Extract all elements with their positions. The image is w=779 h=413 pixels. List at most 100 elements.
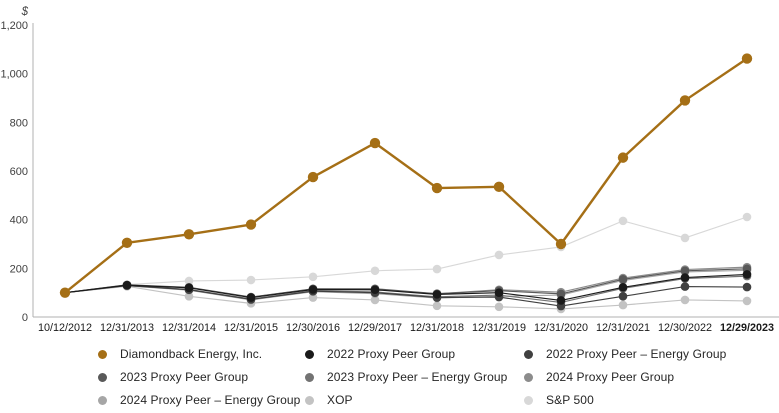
- x-tick-label: 12/31/2020: [534, 322, 588, 334]
- legend-item-diamondback-energy-inc: Diamondback Energy, Inc.: [98, 346, 305, 362]
- legend-item-2023-proxy-peer-group: 2023 Proxy Peer Group: [98, 369, 305, 385]
- data-point: [184, 292, 194, 301]
- legend-dot-icon: [524, 372, 533, 382]
- data-point: [494, 302, 504, 312]
- data-point: [618, 274, 628, 284]
- legend-item-sandp-500: S&P 500: [524, 392, 726, 408]
- data-point: [556, 289, 566, 299]
- legend-label: 2022 Proxy Peer Group: [327, 347, 456, 361]
- performance-line-chart: $0 200 400 600 800 1,000 1,200 10/12/2012 12/31/…: [0, 6, 779, 334]
- data-point: [680, 273, 690, 282]
- legend-item-2024-proxy-peer-energy-group: 2024 Proxy Peer – Energy Group: [98, 392, 305, 408]
- data-point: [59, 287, 71, 298]
- data-point: [370, 266, 380, 276]
- data-point: [246, 293, 256, 302]
- y-tick-label: 200: [10, 263, 28, 275]
- legend-item-2022-proxy-peer-energy-group: 2022 Proxy Peer – Energy Group: [524, 346, 726, 362]
- data-point: [742, 270, 752, 279]
- data-point: [617, 152, 629, 163]
- data-point: [618, 300, 628, 310]
- data-point: [742, 296, 752, 306]
- legend-label: 2023 Proxy Peer – Energy Group: [327, 370, 508, 384]
- data-point: [680, 295, 690, 305]
- legend-item-2022-proxy-peer-group: 2022 Proxy Peer Group: [305, 346, 524, 362]
- data-point: [493, 181, 505, 193]
- data-point: [680, 282, 690, 291]
- x-tick-label: 12/30/2016: [286, 322, 340, 334]
- data-point: [618, 216, 628, 226]
- y-axis-unit-label: $: [21, 6, 29, 18]
- series-line: [64, 57, 748, 294]
- series-line: [64, 285, 748, 310]
- data-point: [308, 272, 318, 282]
- data-point: [183, 229, 195, 240]
- data-point: [184, 276, 194, 286]
- y-tick-label: 400: [10, 215, 28, 227]
- data-point: [494, 288, 504, 297]
- data-point: [122, 280, 132, 290]
- legend-label: 2023 Proxy Peer Group: [120, 370, 249, 384]
- series-line: [64, 216, 748, 294]
- x-tick-label: 12/31/2019: [472, 322, 526, 334]
- data-point: [741, 53, 753, 64]
- x-tick-label: 12/29/2017: [348, 322, 402, 334]
- data-point: [245, 219, 257, 230]
- data-point: [431, 182, 443, 194]
- data-point: [184, 283, 194, 293]
- legend-label: Diamondback Energy, Inc.: [120, 347, 263, 361]
- data-point: [618, 283, 628, 292]
- legend-label: 2024 Proxy Peer Group: [546, 370, 675, 384]
- data-point: [618, 292, 628, 301]
- legend-item-2024-proxy-peer-group: 2024 Proxy Peer Group: [524, 369, 726, 385]
- chart-legend: Diamondback Energy, Inc. 2022 Proxy Peer …: [98, 346, 726, 408]
- x-tick-label: 12/31/2015: [224, 322, 278, 334]
- data-point: [432, 264, 442, 274]
- legend-dot-icon: [524, 395, 533, 405]
- legend-dot-icon: [305, 349, 314, 359]
- x-tick-label: 12/31/2013: [100, 322, 154, 334]
- legend-item-2023-proxy-peer-energy-group: 2023 Proxy Peer – Energy Group: [305, 369, 524, 385]
- data-point: [121, 237, 133, 248]
- data-point: [370, 285, 380, 295]
- data-point: [679, 95, 691, 106]
- legend-label: S&P 500: [546, 393, 594, 407]
- series-2022-proxy-peer-group: [60, 270, 752, 305]
- data-point: [680, 233, 690, 243]
- y-tick-label: 600: [10, 166, 28, 178]
- performance-chart-area: $0 200 400 600 800 1,000 1,200 10/12/2012 12/31/…: [0, 6, 779, 334]
- legend-dot-icon: [98, 372, 107, 382]
- data-point: [555, 238, 567, 250]
- legend-dot-icon: [98, 395, 107, 405]
- legend-dot-icon: [305, 395, 314, 405]
- legend-label: 2022 Proxy Peer – Energy Group: [546, 347, 727, 361]
- data-point: [680, 266, 690, 276]
- series-line: [64, 273, 748, 302]
- legend-label: 2024 Proxy Peer – Energy Group: [120, 393, 301, 407]
- x-tick-label: 12/31/2021: [596, 322, 650, 334]
- x-tick-label: 12/29/2023: [720, 322, 774, 334]
- data-point: [308, 285, 318, 294]
- x-tick-label: 12/30/2022: [658, 322, 712, 334]
- x-tick-label: 12/31/2014: [162, 322, 216, 334]
- data-point: [742, 212, 752, 222]
- series-diamondback-energy-inc: [59, 53, 753, 298]
- y-tick-label: 1,200: [0, 20, 28, 32]
- y-tick-label: 800: [10, 117, 28, 129]
- legend-item-xop: XOP: [305, 392, 524, 408]
- legend-dot-icon: [98, 349, 107, 359]
- data-point: [369, 137, 381, 149]
- legend-dot-icon: [524, 349, 533, 359]
- series-line: [64, 285, 748, 307]
- y-tick-label: 1,000: [0, 69, 28, 81]
- data-point: [246, 275, 256, 285]
- x-tick-label: 12/31/2018: [410, 322, 464, 334]
- data-point: [432, 290, 442, 299]
- data-point: [742, 282, 752, 292]
- y-tick-label: 0: [22, 312, 28, 324]
- x-tick-label: 10/12/2012: [38, 322, 92, 334]
- data-point: [556, 296, 566, 305]
- legend-label: XOP: [327, 393, 353, 407]
- series-2024-proxy-peer-energy-group: [60, 265, 752, 305]
- data-point: [370, 295, 380, 305]
